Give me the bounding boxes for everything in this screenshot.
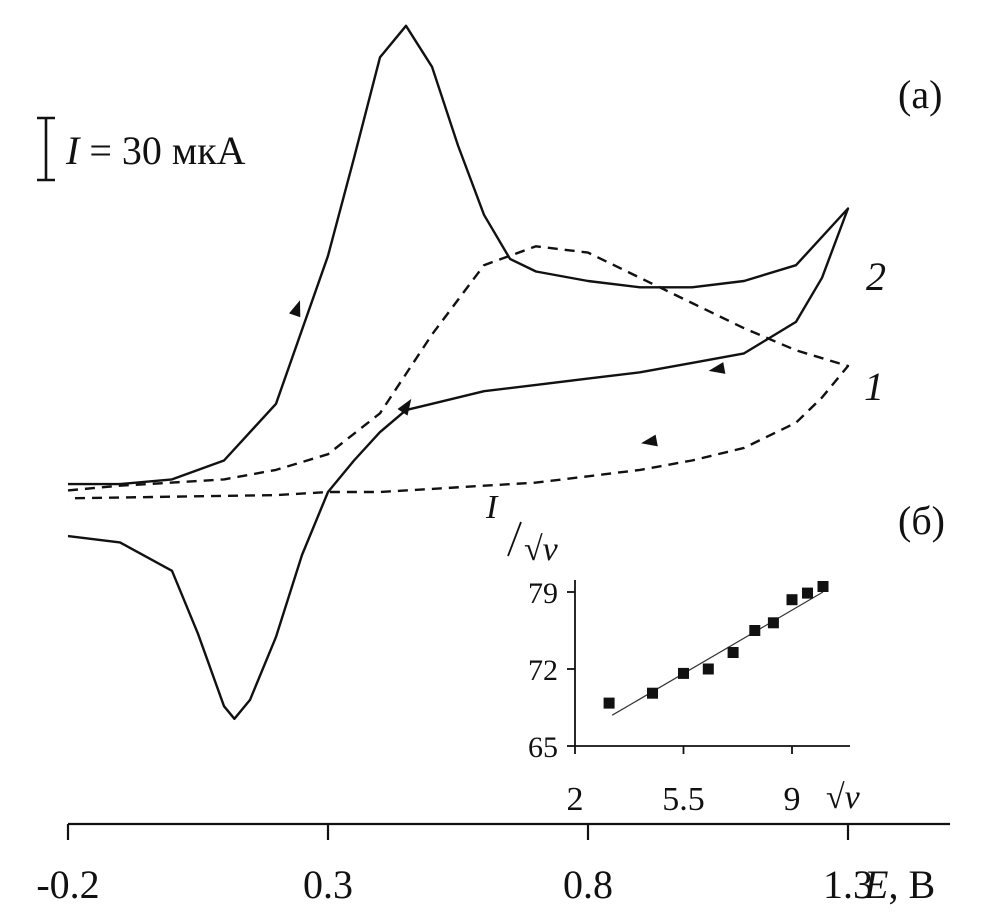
x-axis-label-var: E: [863, 862, 888, 907]
inset-x-tick-label-0: 2: [567, 781, 584, 818]
x-tick-label-0: -0.2: [36, 862, 99, 907]
inset-point-8: [802, 587, 813, 599]
inset-tick-labels: 2 5.5 9 65 72 79: [528, 577, 801, 818]
inset-point-2: [678, 667, 689, 679]
scale-bar-label: I = 30 мкА: [65, 128, 246, 173]
inset-fit-line-group: [611, 591, 824, 716]
inset-y-tick-label-1: 72: [528, 654, 558, 687]
inset-point-3: [702, 663, 714, 675]
scale-bar: I = 30 мкА: [37, 116, 246, 182]
x-tick-label-1: 0.3: [303, 862, 353, 907]
series-2-arrow-1: [708, 362, 726, 374]
series-label-1: 1: [864, 364, 884, 409]
inset-point-0: [603, 697, 615, 709]
series-1-curve: [67, 245, 850, 500]
series-label-2: 2: [866, 254, 886, 299]
scale-bar-text: = 30 мкА: [79, 128, 245, 173]
inset-y-axis-label: I √v: [485, 489, 559, 568]
main-chart-panel: -0.2 0.3 0.8 1.3 E, В (a) 2 1 I = 30 мкА: [36, 24, 950, 907]
series-1-arrow-1: [641, 434, 658, 447]
inset-axis-ticks: [567, 591, 793, 754]
panel-label-b: (б): [898, 498, 945, 543]
panel-label-a: (a): [898, 72, 942, 117]
x-axis-ticks: [66, 824, 850, 840]
inset-y-tick-label-0: 65: [528, 731, 558, 764]
inset-x-tick-label-2: 9: [784, 781, 801, 818]
inset-x-tick-label-1: 5.5: [662, 781, 705, 818]
series-1-arrow-0: [397, 398, 412, 416]
inset-x-axis-label: √v: [826, 779, 861, 816]
x-tick-label-3: 1.3: [823, 862, 873, 907]
inset-point-7: [786, 594, 798, 606]
x-axis-label-unit: , В: [888, 862, 935, 907]
scale-bar-var: I: [65, 128, 81, 173]
inset-y-label-var: I: [485, 489, 499, 526]
series-2-arrow-0: [289, 300, 301, 318]
x-tick-label-2: 0.8: [563, 862, 613, 907]
inset-y-label-slash: [507, 521, 522, 557]
inset-data-points: [603, 581, 829, 709]
inset-chart-panel: (б) I √v 2 5.5 9 65 72 79 √v: [485, 489, 945, 818]
direction-arrows: [289, 300, 726, 447]
inset-point-6: [767, 617, 779, 629]
x-axis-label: E, В: [863, 862, 935, 907]
inset-fit-line: [611, 591, 824, 716]
inset-point-9: [817, 581, 829, 592]
series-2-curve: [67, 24, 850, 720]
curves-group: [67, 24, 850, 720]
inset-point-4: [727, 647, 739, 658]
inset-point-1: [647, 687, 658, 699]
inset-point-5: [749, 625, 761, 636]
inset-y-tick-label-2: 79: [528, 577, 558, 610]
inset-y-label-den: √v: [524, 531, 559, 568]
x-axis-tick-labels: -0.2 0.3 0.8 1.3: [36, 862, 873, 907]
